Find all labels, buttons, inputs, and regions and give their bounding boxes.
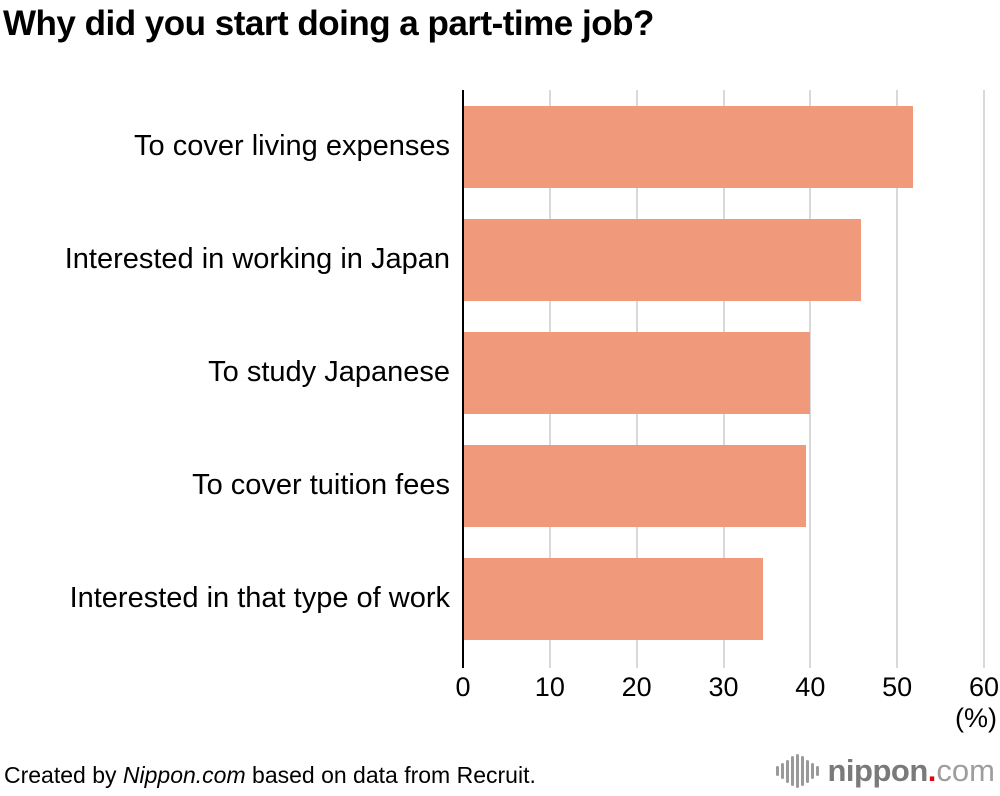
bar [463, 331, 811, 414]
bar-row [463, 316, 984, 429]
category-label: To cover living expenses [134, 130, 450, 162]
bar-row [463, 429, 984, 542]
x-tick-label: 40 [795, 672, 826, 702]
logo-text-com: com [936, 753, 995, 788]
credit-prefix: Created by [4, 762, 123, 788]
plot-area [462, 90, 985, 668]
category-label: Interested in that type of work [69, 582, 450, 614]
logo-text-nippon: nippon [827, 753, 929, 788]
bar [463, 557, 763, 640]
credit-suffix: based on data from Recruit. [245, 762, 536, 788]
soundwave-icon [775, 752, 819, 790]
category-label: To cover tuition fees [192, 469, 450, 501]
x-axis-unit-label: (%) [955, 703, 997, 733]
chart-title: Why did you start doing a part-time job? [3, 4, 654, 43]
logo-text-dot: . [927, 753, 937, 788]
x-tick-label: 60 [968, 672, 1000, 702]
bar [463, 444, 806, 527]
credit-source: Nippon.com [122, 762, 246, 788]
x-tick-label: 10 [534, 672, 565, 702]
category-labels: To cover living expenses Interested in wo… [0, 90, 463, 655]
gridline [809, 90, 812, 668]
nippon-logo: nippon.com [775, 752, 996, 790]
bar [463, 218, 861, 301]
y-axis-line [462, 90, 464, 668]
nippon-logo-text: nippon.com [828, 752, 996, 790]
category-label: Interested in working in Japan [64, 243, 450, 275]
bar-row [463, 203, 984, 316]
x-tick-label: 20 [621, 672, 652, 702]
x-tick-label: 0 [455, 672, 471, 702]
bar-row [463, 542, 984, 655]
x-tick-label: 30 [708, 672, 739, 702]
x-tick-label: 50 [882, 672, 913, 702]
gridline [896, 90, 899, 668]
category-label: To study Japanese [208, 356, 450, 388]
x-axis-tick-labels: 0 10 20 30 40 50 60 [455, 672, 999, 706]
gridline [983, 90, 985, 668]
bar-row [463, 90, 984, 203]
bar-series [463, 90, 984, 655]
credit-text: Created by Nippon.com based on data from… [4, 762, 536, 789]
bar [463, 105, 913, 188]
